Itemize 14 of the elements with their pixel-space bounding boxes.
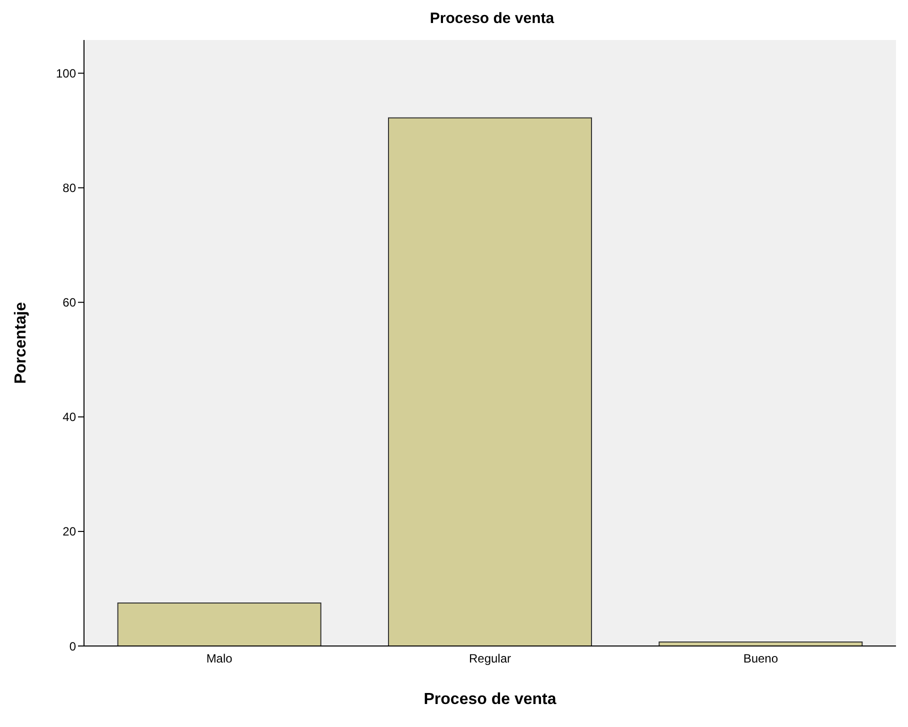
y-tick-label: 20 bbox=[62, 524, 76, 539]
x-tick-label: Bueno bbox=[743, 652, 778, 666]
y-tick-label: 80 bbox=[62, 181, 76, 196]
x-axis-title: Proceso de venta bbox=[424, 691, 556, 708]
bar bbox=[388, 117, 592, 646]
chart-title: Proceso de venta bbox=[428, 9, 556, 29]
bar bbox=[117, 602, 322, 646]
x-tick-label: Regular bbox=[468, 652, 512, 666]
y-tick-label: 40 bbox=[62, 410, 76, 424]
y-tick-label: 100 bbox=[56, 66, 76, 80]
y-axis-title: Porcentaje bbox=[12, 302, 30, 384]
x-tick-label: Malo bbox=[206, 652, 233, 666]
y-tick-label: 60 bbox=[62, 296, 76, 310]
y-tick-label: 0 bbox=[69, 639, 76, 654]
